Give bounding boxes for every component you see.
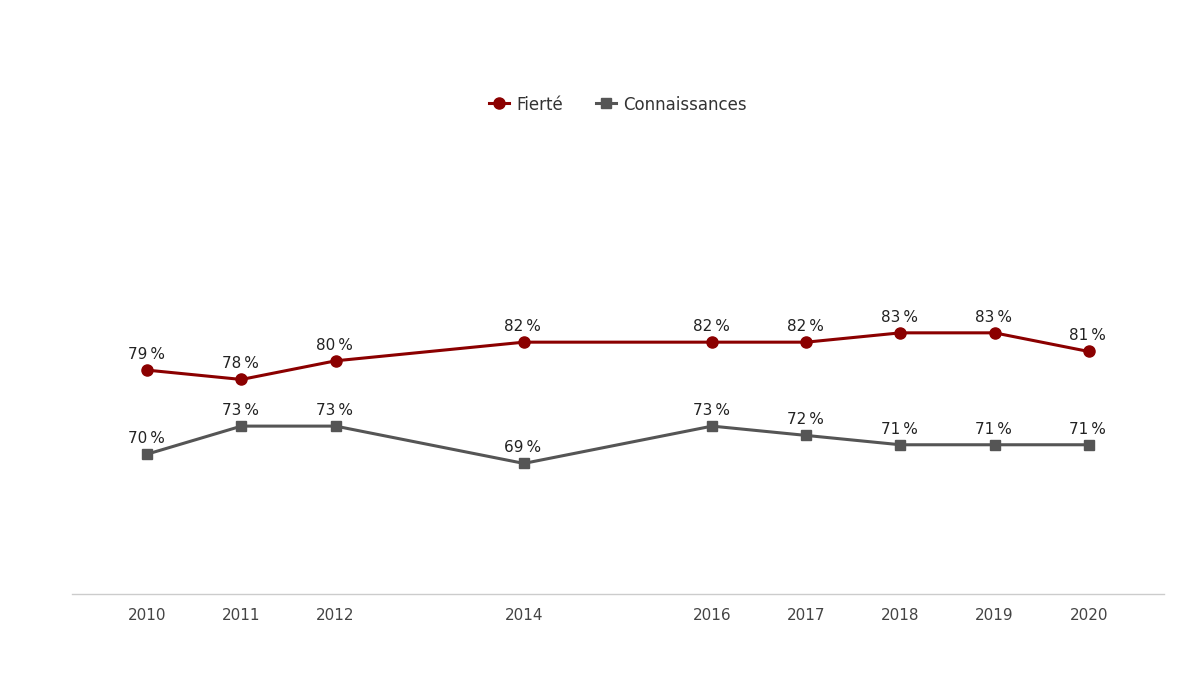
- Text: 73 %: 73 %: [222, 403, 259, 418]
- Text: 70 %: 70 %: [128, 431, 164, 446]
- Text: 82 %: 82 %: [504, 319, 541, 334]
- Text: 71 %: 71 %: [976, 422, 1012, 437]
- Text: 73 %: 73 %: [316, 403, 353, 418]
- Legend: Fierté, Connaissances: Fierté, Connaissances: [482, 89, 754, 121]
- Text: 73 %: 73 %: [692, 403, 730, 418]
- Text: 82 %: 82 %: [787, 319, 823, 334]
- Text: 69 %: 69 %: [504, 440, 541, 456]
- Text: 78 %: 78 %: [222, 356, 259, 371]
- Text: 80 %: 80 %: [316, 338, 353, 353]
- Text: 81 %: 81 %: [1069, 328, 1106, 344]
- Text: 71 %: 71 %: [881, 422, 918, 437]
- Text: 79 %: 79 %: [128, 347, 164, 362]
- Text: 72 %: 72 %: [787, 412, 823, 427]
- Text: 83 %: 83 %: [976, 310, 1012, 325]
- Text: 82 %: 82 %: [692, 319, 730, 334]
- Text: 83 %: 83 %: [881, 310, 918, 325]
- Text: 71 %: 71 %: [1069, 422, 1106, 437]
